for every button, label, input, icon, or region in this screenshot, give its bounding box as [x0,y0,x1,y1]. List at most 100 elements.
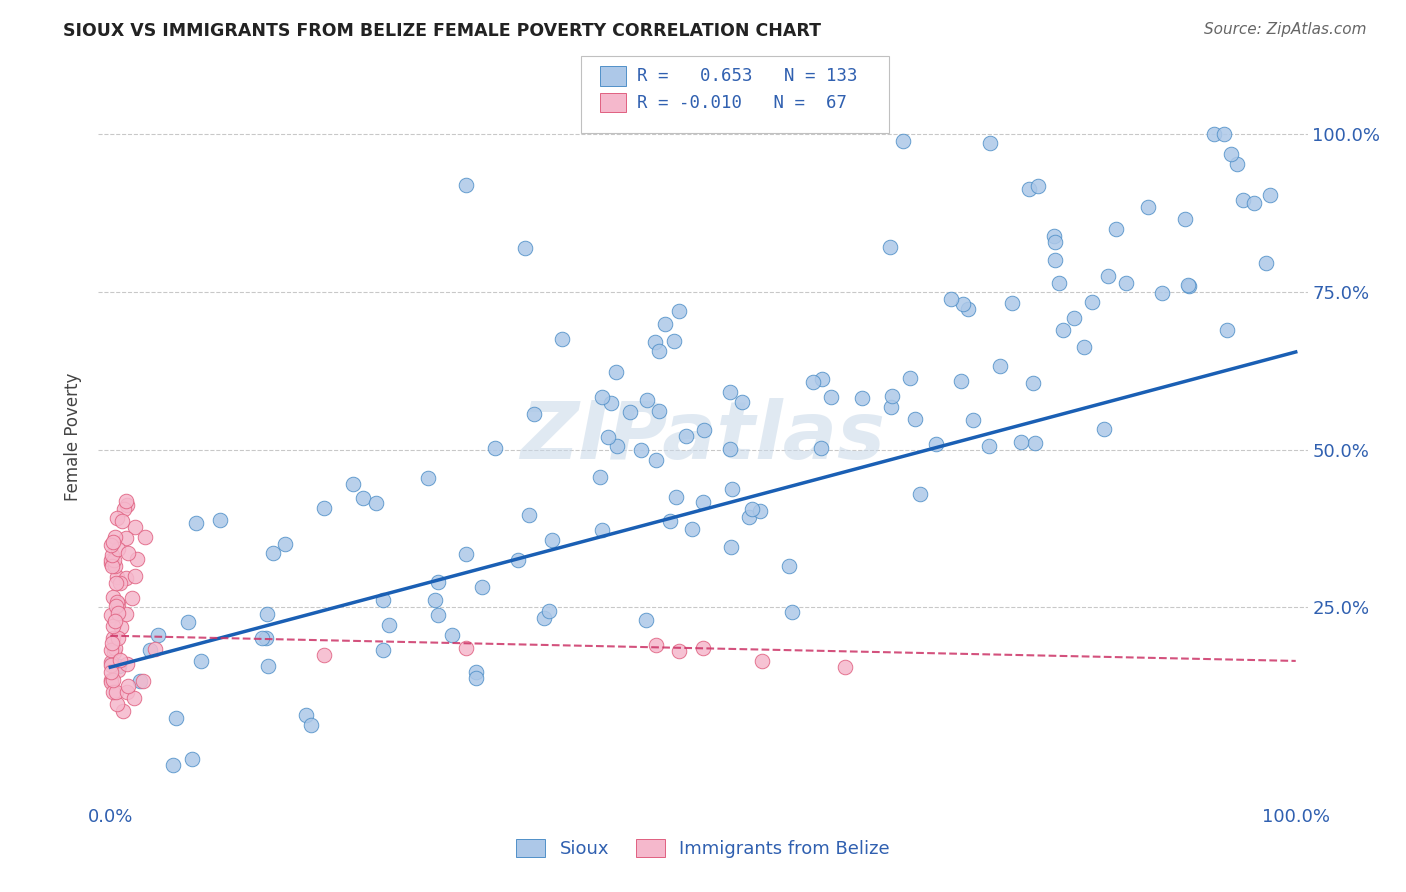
Point [1137,200,1160,214]
Point [100,553,122,567]
Point [834,660,856,674]
Point [1258,188,1281,202]
Point [810,441,832,455]
Point [506,552,529,566]
Point [540,533,562,548]
Point [1063,310,1085,325]
Point [675,428,697,442]
Point [128,674,150,689]
Point [107,597,129,611]
Point [1152,285,1174,300]
Point [101,534,124,549]
Point [1022,376,1045,391]
Point [721,482,744,496]
Point [100,674,122,689]
Point [648,344,671,359]
Point [165,710,187,724]
Point [636,393,658,408]
Point [342,476,364,491]
Point [1219,146,1241,161]
Point [124,520,146,534]
Point [1177,277,1199,292]
Point [801,375,824,389]
Point [692,495,714,509]
Point [1011,434,1033,449]
Point [115,531,138,545]
Point [125,552,148,566]
Point [533,611,555,625]
Point [312,648,335,662]
Point [299,718,322,732]
Point [952,297,974,311]
Point [100,673,122,688]
Point [737,509,759,524]
Point [115,498,138,512]
Point [426,574,449,589]
Point [107,606,129,620]
Point [979,136,1001,151]
Point [112,502,135,516]
Point [107,658,129,673]
Point [949,374,972,388]
Point [104,575,127,590]
Point [644,334,666,349]
Point [132,674,155,689]
Point [114,494,136,508]
Point [664,334,686,348]
Point [107,664,129,678]
Point [105,599,128,613]
Point [101,632,124,646]
Point [100,643,122,657]
Point [124,568,146,582]
Point [1047,277,1070,291]
Point [1073,340,1095,354]
Point [101,685,124,699]
Point [1177,278,1199,293]
Point [105,570,128,584]
Point [1018,182,1040,196]
Point [1043,229,1066,244]
Point [484,441,506,455]
Point [117,679,139,693]
Point [101,618,124,632]
Point [471,580,494,594]
Point [908,487,931,501]
Point [630,442,652,457]
Point [101,656,124,670]
Point [665,491,688,505]
Point [105,510,128,524]
Point [115,571,138,585]
Point [668,644,690,658]
Point [425,593,447,607]
Text: Source: ZipAtlas.com: Source: ZipAtlas.com [1204,22,1367,37]
Point [811,372,834,386]
Point [749,503,772,517]
Point [1081,295,1104,310]
Point [208,513,231,527]
Point [851,391,873,405]
Point [977,439,1000,453]
Point [880,389,903,403]
Point [108,652,131,666]
Point [352,491,374,505]
Point [898,370,921,384]
Point [107,632,129,646]
Point [190,654,212,668]
Point [100,665,122,679]
Point [100,538,122,552]
Point [112,704,135,718]
Point [659,514,682,528]
Point [148,628,170,642]
Point [598,430,620,444]
Text: R = -0.010   N =  67: R = -0.010 N = 67 [637,94,846,112]
Point [1243,195,1265,210]
Point [1097,268,1119,283]
Point [100,657,122,672]
Point [1092,422,1115,436]
Point [454,178,477,192]
Point [904,411,927,425]
Point [108,575,131,590]
Point [184,516,207,531]
Point [1024,435,1046,450]
Point [1256,256,1278,270]
